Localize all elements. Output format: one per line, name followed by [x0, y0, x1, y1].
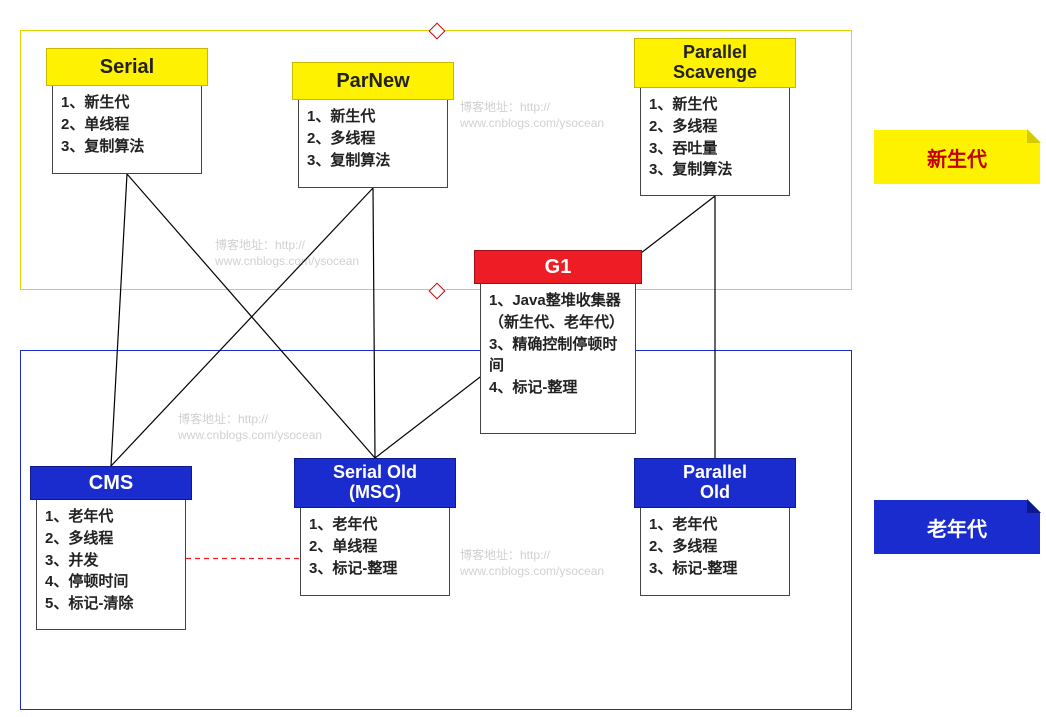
node-serial-item: 3、复制算法 [61, 136, 193, 158]
label-old-fold-shadow-icon [1027, 499, 1041, 513]
node-po-item: 3、标记-整理 [649, 558, 781, 580]
label-young: 新生代 [874, 130, 1040, 184]
node-ps-item: 1、新生代 [649, 94, 781, 116]
node-parnew-item: 1、新生代 [307, 106, 439, 128]
node-parnew-body: 1、新生代2、多线程3、复制算法 [298, 100, 448, 188]
node-serialold-item: 3、标记-整理 [309, 558, 441, 580]
label-old-text: 老年代 [927, 513, 987, 542]
label-young-text: 新生代 [927, 143, 987, 172]
node-g1-body: 1、Java整堆收集器（新生代、老年代）3、精确控制停顿时间4、标记-整理 [480, 284, 636, 434]
node-po: Parallel Old 1、老年代2、多线程3、标记-整理 [640, 458, 790, 596]
node-g1-item: 1、Java整堆收集器（新生代、老年代） [489, 290, 627, 334]
node-g1-item: 3、精确控制停顿时间 [489, 334, 627, 378]
node-g1-item: 4、标记-整理 [489, 377, 627, 399]
node-parnew-item: 2、多线程 [307, 128, 439, 150]
node-ps-item: 2、多线程 [649, 116, 781, 138]
node-ps-item: 3、吞吐量 [649, 138, 781, 160]
node-cms-body: 1、老年代2、多线程3、并发4、停顿时间5、标记-清除 [36, 500, 186, 630]
node-po-item: 1、老年代 [649, 514, 781, 536]
node-serialold: Serial Old (MSC) 1、老年代2、单线程3、标记-整理 [300, 458, 450, 596]
node-cms-item: 1、老年代 [45, 506, 177, 528]
node-serialold-body: 1、老年代2、单线程3、标记-整理 [300, 508, 450, 596]
node-parnew: ParNew 1、新生代2、多线程3、复制算法 [298, 62, 448, 188]
node-cms-item: 4、停顿时间 [45, 571, 177, 593]
node-cms: CMS 1、老年代2、多线程3、并发4、停顿时间5、标记-清除 [36, 466, 186, 630]
node-parnew-title: ParNew [292, 62, 454, 100]
node-serial-item: 1、新生代 [61, 92, 193, 114]
node-ps-body: 1、新生代2、多线程3、吞吐量3、复制算法 [640, 88, 790, 196]
node-cms-item: 5、标记-清除 [45, 593, 177, 615]
node-cms-title: CMS [30, 466, 192, 500]
node-serialold-title: Serial Old (MSC) [294, 458, 456, 508]
node-po-item: 2、多线程 [649, 536, 781, 558]
node-cms-item: 3、并发 [45, 550, 177, 572]
node-parnew-item: 3、复制算法 [307, 150, 439, 172]
node-serial: Serial 1、新生代2、单线程3、复制算法 [52, 48, 202, 174]
node-serial-body: 1、新生代2、单线程3、复制算法 [52, 86, 202, 174]
node-serial-title: Serial [46, 48, 208, 86]
node-g1: G1 1、Java整堆收集器（新生代、老年代）3、精确控制停顿时间4、标记-整理 [480, 250, 636, 434]
node-cms-item: 2、多线程 [45, 528, 177, 550]
node-g1-title: G1 [474, 250, 642, 284]
node-ps-title: Parallel Scavenge [634, 38, 796, 88]
label-old: 老年代 [874, 500, 1040, 554]
node-po-title: Parallel Old [634, 458, 796, 508]
node-po-body: 1、老年代2、多线程3、标记-整理 [640, 508, 790, 596]
label-young-fold-shadow-icon [1027, 129, 1041, 143]
node-ps: Parallel Scavenge 1、新生代2、多线程3、吞吐量3、复制算法 [640, 38, 790, 196]
node-ps-item: 3、复制算法 [649, 159, 781, 181]
node-serialold-item: 1、老年代 [309, 514, 441, 536]
node-serial-item: 2、单线程 [61, 114, 193, 136]
node-serialold-item: 2、单线程 [309, 536, 441, 558]
